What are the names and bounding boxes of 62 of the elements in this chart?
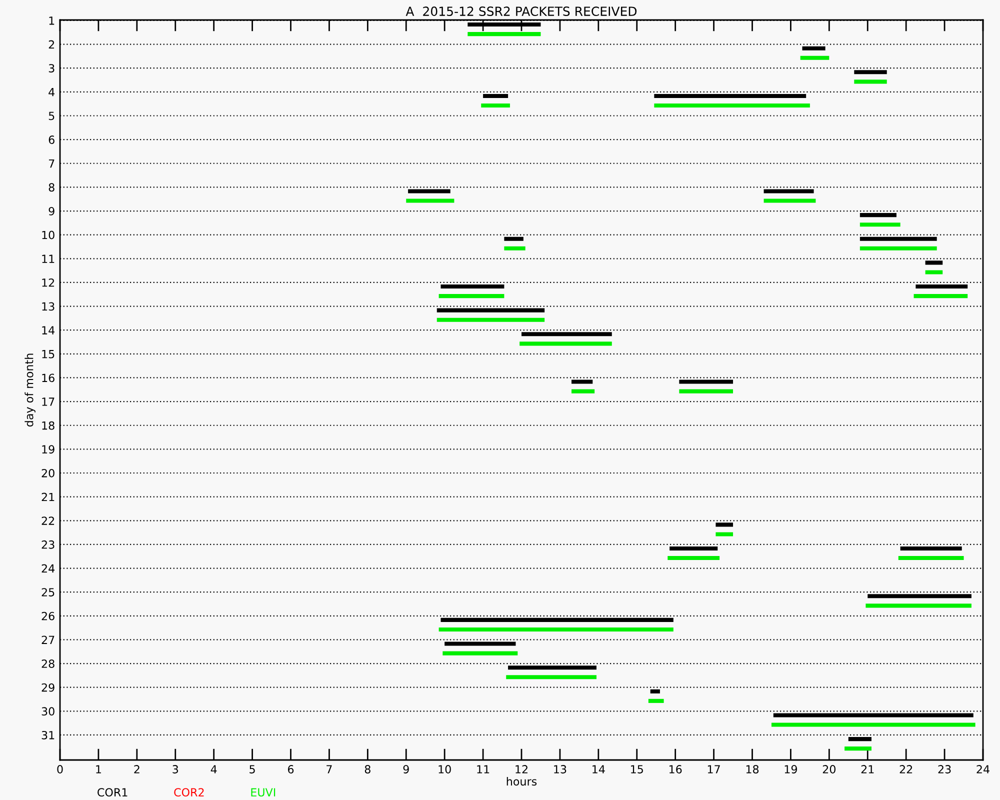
x-tick-label: 3 — [172, 765, 178, 774]
y-tick-label: 8 — [48, 183, 54, 192]
x-tick-label: 7 — [326, 765, 332, 774]
y-tick-label: 10 — [42, 230, 54, 240]
text: EUVI — [251, 788, 276, 797]
y-tick-label: 27 — [42, 636, 54, 644]
x-tick-label: 9 — [403, 765, 409, 774]
y-tick-label: 12 — [42, 278, 54, 287]
text: COR1 — [98, 788, 128, 797]
x-tick-label: 13 — [554, 765, 566, 774]
y-tick-label: 11 — [42, 254, 54, 263]
x-tick-label: 14 — [592, 765, 605, 774]
y-tick-label: 1 — [49, 16, 54, 25]
y-tick-label: 18 — [42, 421, 54, 430]
y-tick-label: 30 — [42, 707, 54, 716]
x-tick-label: 18 — [746, 765, 759, 774]
x-tick-label: 0 — [57, 765, 63, 774]
y-tick-label: 24 — [42, 564, 55, 572]
y-tick-label: 7 — [48, 160, 54, 168]
x-tick-label: 17 — [708, 765, 720, 774]
y-tick-label: 5 — [48, 112, 54, 120]
x-tick-label: 1 — [96, 765, 101, 774]
y-tick-label: 6 — [48, 136, 54, 144]
y-tick-label: 21 — [42, 492, 54, 502]
y-tick-label: 28 — [42, 660, 54, 668]
x-tick-label: 15 — [631, 765, 643, 774]
x-tick-label: 8 — [364, 765, 370, 774]
y-axis-title: day of month — [24, 354, 36, 427]
x-tick-label: 11 — [477, 765, 490, 774]
x-tick-label: 5 — [250, 765, 255, 774]
y-tick-label: 2 — [48, 40, 54, 49]
x-tick-label: 4 — [210, 765, 217, 774]
x-tick-label: 24 — [976, 765, 990, 774]
y-tick-label: 26 — [42, 612, 54, 620]
y-tick-label: 14 — [42, 326, 55, 334]
x-tick-label: 2 — [134, 765, 140, 774]
y-tick-label: 29 — [42, 683, 54, 692]
y-tick-label: 4 — [48, 88, 55, 96]
x-axis-title: hours — [506, 777, 537, 786]
x-tick-label: 20 — [822, 765, 836, 774]
x-tick-label: 12 — [516, 765, 528, 774]
y-tick-label: 19 — [42, 445, 54, 454]
x-tick-label: 21 — [861, 765, 874, 774]
x-tick-label: 6 — [288, 765, 294, 774]
y-tick-label: 20 — [42, 468, 54, 478]
y-tick-label: 15 — [42, 350, 54, 358]
x-tick-label: 19 — [784, 765, 797, 774]
y-tick-label: 3 — [48, 64, 54, 72]
x-tick-label: 16 — [669, 765, 682, 774]
y-tick-label: 25 — [42, 588, 54, 596]
x-tick-label: 22 — [900, 765, 912, 774]
y-tick-label: 17 — [42, 398, 54, 406]
chart-title: A 2015-12 SSR2 PACKETS RECEIVED — [406, 6, 637, 16]
y-tick-label: 9 — [48, 206, 54, 216]
legend-label: COR2 — [174, 788, 204, 797]
x-tick-label: 10 — [438, 765, 451, 774]
y-tick-label: 22 — [42, 516, 54, 525]
y-tick-label: 13 — [42, 302, 54, 311]
x-tick-label: 23 — [938, 765, 951, 774]
y-tick-label: 23 — [42, 540, 54, 549]
y-tick-label: 31 — [42, 730, 54, 740]
y-tick-label: 16 — [42, 374, 54, 382]
